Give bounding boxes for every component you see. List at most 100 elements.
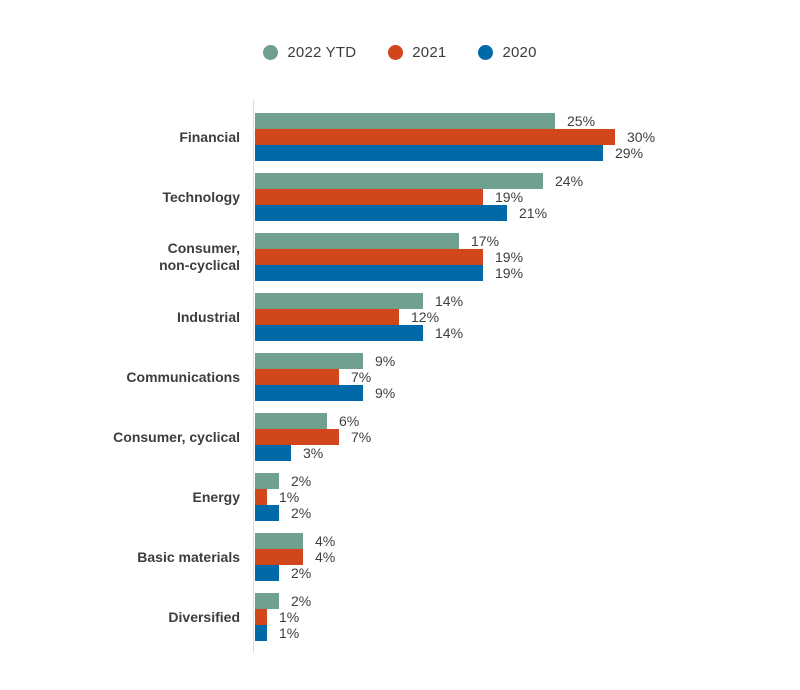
value-label: 1%	[279, 625, 300, 641]
value-label: 21%	[519, 205, 548, 221]
chart-row: Basic materials 4% 4% 2%	[0, 533, 655, 581]
category-label: Energy	[192, 488, 240, 505]
value-label: 2%	[291, 593, 312, 609]
bar	[255, 145, 603, 161]
bar	[255, 565, 279, 581]
bar-group: 24% 19% 21%	[255, 173, 583, 221]
bar	[255, 353, 363, 369]
bar-line: 2%	[255, 473, 311, 489]
value-label: 19%	[495, 249, 524, 265]
bar-line: 4%	[255, 533, 335, 549]
bar	[255, 249, 483, 265]
bar-line: 7%	[255, 369, 395, 385]
value-label: 6%	[339, 413, 360, 429]
chart-row: Communications 9% 7% 9%	[0, 353, 655, 401]
bar	[255, 205, 507, 221]
chart-row: Consumer, cyclical 6% 7% 3%	[0, 413, 655, 461]
value-label: 30%	[627, 129, 656, 145]
value-label: 2%	[291, 565, 312, 581]
chart-row: Technology 24% 19% 21%	[0, 173, 655, 221]
bar	[255, 445, 291, 461]
bar-line: 6%	[255, 413, 371, 429]
category-label: Diversified	[168, 608, 240, 625]
bar	[255, 369, 339, 385]
bar	[255, 549, 303, 565]
bar-group: 17% 19% 19%	[255, 233, 523, 281]
bar-line: 21%	[255, 205, 583, 221]
bar-line: 4%	[255, 549, 335, 565]
bar-group: 2% 1% 2%	[255, 473, 311, 521]
bar-line: 3%	[255, 445, 371, 461]
bar-line: 14%	[255, 293, 463, 309]
legend-item: 2020	[478, 44, 536, 61]
bar	[255, 293, 423, 309]
bar	[255, 473, 279, 489]
bar-line: 29%	[255, 145, 655, 161]
value-label: 9%	[375, 353, 396, 369]
legend-item: 2021	[388, 44, 446, 61]
value-label: 14%	[435, 325, 464, 341]
bar-line: 14%	[255, 325, 463, 341]
value-label: 7%	[351, 369, 372, 385]
value-label: 29%	[615, 145, 644, 161]
bar-line: 19%	[255, 189, 583, 205]
bar	[255, 173, 543, 189]
bar	[255, 505, 279, 521]
value-label: 1%	[279, 609, 300, 625]
bar	[255, 129, 615, 145]
bar	[255, 413, 327, 429]
value-label: 14%	[435, 293, 464, 309]
bar-group: 9% 7% 9%	[255, 353, 395, 401]
value-label: 1%	[279, 489, 300, 505]
bar-group: 6% 7% 3%	[255, 413, 371, 461]
chart-row: Energy 2% 1% 2%	[0, 473, 655, 521]
value-label: 2%	[291, 505, 312, 521]
bar	[255, 265, 483, 281]
bar	[255, 233, 459, 249]
bar-line: 17%	[255, 233, 523, 249]
bar-line: 30%	[255, 129, 655, 145]
bar	[255, 309, 399, 325]
bar	[255, 625, 267, 641]
legend-swatch-icon	[478, 45, 494, 60]
bar-line: 12%	[255, 309, 463, 325]
legend-swatch-icon	[388, 45, 404, 60]
bar-line: 2%	[255, 593, 311, 609]
legend-item: 2022 YTD	[263, 44, 356, 61]
bar	[255, 609, 267, 625]
legend-label: 2020	[502, 44, 537, 61]
bar	[255, 429, 339, 445]
category-label: Communications	[126, 368, 240, 385]
legend-label: 2021	[412, 44, 447, 61]
category-label: Basic materials	[137, 548, 240, 565]
value-label: 9%	[375, 385, 396, 401]
value-label: 24%	[555, 173, 584, 189]
bar-line: 1%	[255, 609, 311, 625]
bar-line: 1%	[255, 489, 311, 505]
bar	[255, 385, 363, 401]
bar-line: 9%	[255, 385, 395, 401]
bar-line: 19%	[255, 249, 523, 265]
bar-line: 19%	[255, 265, 523, 281]
value-label: 12%	[411, 309, 440, 325]
value-label: 4%	[315, 549, 336, 565]
bar-group: 14% 12% 14%	[255, 293, 463, 341]
bar	[255, 325, 423, 341]
chart-row: Financial 25% 30% 29%	[0, 113, 655, 161]
bar-line: 1%	[255, 625, 311, 641]
legend-swatch-icon	[263, 45, 279, 60]
category-label: Industrial	[176, 308, 240, 325]
bar-group: 4% 4% 2%	[255, 533, 335, 581]
chart-rows: Financial 25% 30% 29% Technology 24% 19% 21% Con…	[0, 113, 655, 653]
chart-row: Diversified 2% 1% 1%	[0, 593, 655, 641]
value-label: 3%	[303, 445, 324, 461]
value-label: 7%	[351, 429, 372, 445]
bar	[255, 189, 483, 205]
bar	[255, 533, 303, 549]
bar	[255, 113, 555, 129]
bar-line: 2%	[255, 565, 335, 581]
bar-group: 2% 1% 1%	[255, 593, 311, 641]
value-label: 25%	[567, 113, 596, 129]
category-label: Financial	[179, 128, 240, 145]
